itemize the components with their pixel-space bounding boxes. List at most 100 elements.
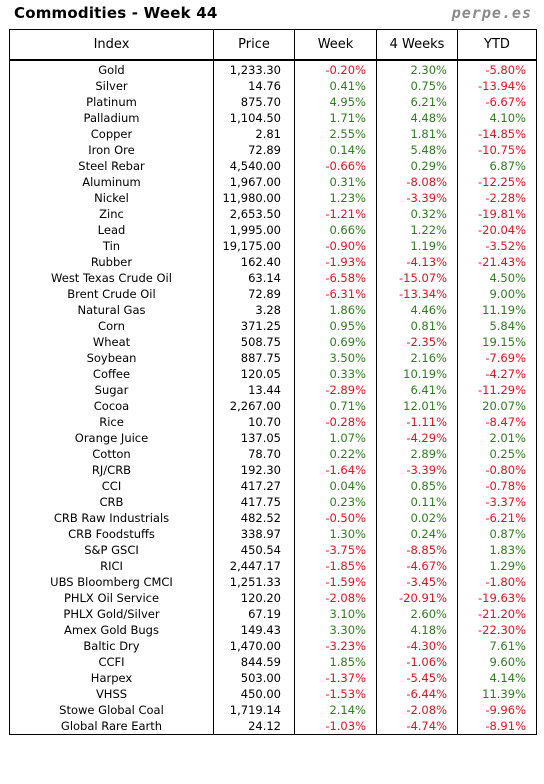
- table-row: Brent Crude Oil 72.89 -6.31% -13.34% 9.00%: [9, 286, 537, 302]
- cell-4-weeks: 0.81%: [376, 318, 458, 334]
- cell-week: 0.66%: [294, 222, 377, 238]
- cell-price: 417.75: [213, 494, 295, 510]
- table-row: Copper 2.81 2.55% 1.81% -14.85%: [9, 126, 537, 142]
- cell-index: Tin: [9, 238, 214, 254]
- cell-4-weeks: 4.18%: [376, 622, 458, 638]
- cell-price: 72.89: [213, 142, 295, 158]
- cell-4-weeks: -6.44%: [376, 686, 458, 702]
- cell-4-weeks: -1.11%: [376, 414, 458, 430]
- cell-week: -0.20%: [294, 60, 377, 78]
- cell-index: PHLX Oil Service: [9, 590, 214, 606]
- cell-index: West Texas Crude Oil: [9, 270, 214, 286]
- cell-price: 2.81: [213, 126, 295, 142]
- cell-index: RJ/CRB: [9, 462, 214, 478]
- cell-ytd: -8.91%: [457, 718, 537, 735]
- cell-week: 2.14%: [294, 702, 377, 718]
- table-row: VHSS 450.00 -1.53% -6.44% 11.39%: [9, 686, 537, 702]
- cell-ytd: 11.39%: [457, 686, 537, 702]
- cell-4-weeks: -4.67%: [376, 558, 458, 574]
- cell-index: Nickel: [9, 190, 214, 206]
- cell-ytd: 4.10%: [457, 110, 537, 126]
- cell-4-weeks: -8.85%: [376, 542, 458, 558]
- cell-week: 1.71%: [294, 110, 377, 126]
- cell-price: 1,233.30: [213, 60, 295, 78]
- cell-week: 1.86%: [294, 302, 377, 318]
- cell-ytd: -21.43%: [457, 254, 537, 270]
- cell-ytd: 1.83%: [457, 542, 537, 558]
- cell-price: 1,104.50: [213, 110, 295, 126]
- cell-ytd: -0.78%: [457, 478, 537, 494]
- cell-index: Copper: [9, 126, 214, 142]
- table-row: CRB 417.75 0.23% 0.11% -3.37%: [9, 494, 537, 510]
- table-row: CCFI 844.59 1.85% -1.06% 9.60%: [9, 654, 537, 670]
- cell-week: 0.71%: [294, 398, 377, 414]
- table-row: Wheat 508.75 0.69% -2.35% 19.15%: [9, 334, 537, 350]
- cell-price: 1,470.00: [213, 638, 295, 654]
- cell-ytd: 7.61%: [457, 638, 537, 654]
- table-row: Orange Juice 137.05 1.07% -4.29% 2.01%: [9, 430, 537, 446]
- table-row: Lead 1,995.00 0.66% 1.22% -20.04%: [9, 222, 537, 238]
- cell-ytd: -0.80%: [457, 462, 537, 478]
- cell-price: 2,447.17: [213, 558, 295, 574]
- cell-week: -0.28%: [294, 414, 377, 430]
- cell-index: CCI: [9, 478, 214, 494]
- cell-price: 482.52: [213, 510, 295, 526]
- cell-index: RICI: [9, 558, 214, 574]
- cell-4-weeks: 2.16%: [376, 350, 458, 366]
- cell-ytd: -3.52%: [457, 238, 537, 254]
- cell-ytd: 9.00%: [457, 286, 537, 302]
- cell-week: 0.23%: [294, 494, 377, 510]
- column-header-ytd: YTD: [457, 29, 537, 61]
- cell-price: 875.70: [213, 94, 295, 110]
- cell-price: 1,251.33: [213, 574, 295, 590]
- cell-ytd: 0.25%: [457, 446, 537, 462]
- cell-4-weeks: 4.46%: [376, 302, 458, 318]
- cell-4-weeks: -2.35%: [376, 334, 458, 350]
- cell-index: Silver: [9, 78, 214, 94]
- cell-ytd: -12.25%: [457, 174, 537, 190]
- cell-index: Rubber: [9, 254, 214, 270]
- cell-ytd: 1.29%: [457, 558, 537, 574]
- cell-ytd: 2.01%: [457, 430, 537, 446]
- cell-index: Brent Crude Oil: [9, 286, 214, 302]
- cell-4-weeks: 5.48%: [376, 142, 458, 158]
- cell-week: 0.31%: [294, 174, 377, 190]
- table-row: RICI 2,447.17 -1.85% -4.67% 1.29%: [9, 558, 537, 574]
- cell-index: CRB Foodstuffs: [9, 526, 214, 542]
- commodities-table: Index Price Week 4 Weeks YTD Gold 1,233.3…: [9, 29, 537, 735]
- cell-ytd: -5.80%: [457, 60, 537, 78]
- table-row: UBS Bloomberg CMCI 1,251.33 -1.59% -3.45% -1…: [9, 574, 537, 590]
- cell-price: 67.19: [213, 606, 295, 622]
- table-row: Coffee 120.05 0.33% 10.19% -4.27%: [9, 366, 537, 382]
- cell-4-weeks: 2.60%: [376, 606, 458, 622]
- cell-week: -1.37%: [294, 670, 377, 686]
- cell-ytd: 4.50%: [457, 270, 537, 286]
- cell-ytd: -19.63%: [457, 590, 537, 606]
- cell-ytd: -19.81%: [457, 206, 537, 222]
- cell-index: Global Rare Earth: [9, 718, 214, 735]
- table-row: Tin 19,175.00 -0.90% 1.19% -3.52%: [9, 238, 537, 254]
- cell-ytd: -8.47%: [457, 414, 537, 430]
- cell-price: 10.70: [213, 414, 295, 430]
- table-row: Sugar 13.44 -2.89% 6.41% -11.29%: [9, 382, 537, 398]
- cell-4-weeks: 6.41%: [376, 382, 458, 398]
- cell-price: 508.75: [213, 334, 295, 350]
- cell-week: -3.75%: [294, 542, 377, 558]
- table-row: CRB Foodstuffs 338.97 1.30% 0.24% 0.87%: [9, 526, 537, 542]
- cell-week: -1.03%: [294, 718, 377, 735]
- cell-index: Steel Rebar: [9, 158, 214, 174]
- cell-price: 844.59: [213, 654, 295, 670]
- cell-price: 24.12: [213, 718, 295, 735]
- cell-4-weeks: 4.48%: [376, 110, 458, 126]
- cell-price: 63.14: [213, 270, 295, 286]
- cell-4-weeks: 1.22%: [376, 222, 458, 238]
- cell-4-weeks: 1.19%: [376, 238, 458, 254]
- cell-index: Stowe Global Coal: [9, 702, 214, 718]
- cell-ytd: 0.87%: [457, 526, 537, 542]
- cell-week: -1.59%: [294, 574, 377, 590]
- cell-4-weeks: 2.30%: [376, 60, 458, 78]
- cell-ytd: -10.75%: [457, 142, 537, 158]
- table-row: PHLX Gold/Silver 67.19 3.10% 2.60% -21.20%: [9, 606, 537, 622]
- cell-4-weeks: -3.39%: [376, 462, 458, 478]
- cell-ytd: 6.87%: [457, 158, 537, 174]
